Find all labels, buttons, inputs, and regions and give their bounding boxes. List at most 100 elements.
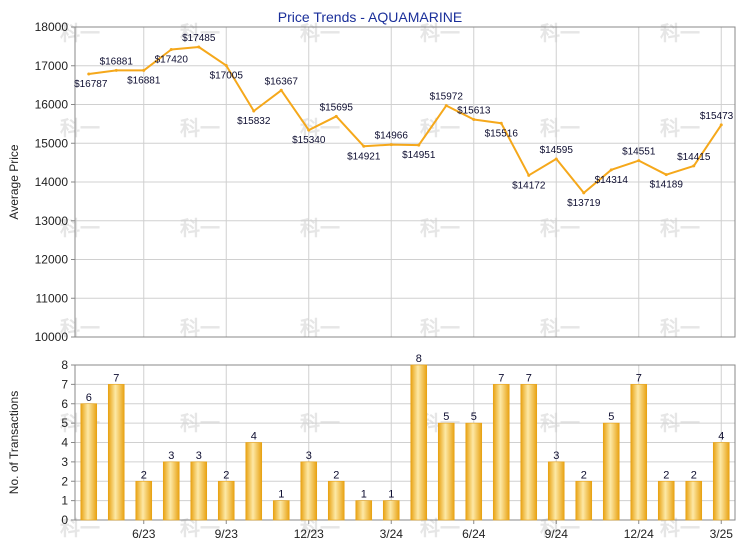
watermark-text: 科一 [180, 316, 220, 340]
price-y-tick-label: 11000 [36, 291, 69, 305]
chart-title: Price Trends - AQUAMARINE [278, 9, 462, 25]
transaction-bar-label: 7 [526, 372, 532, 384]
transaction-bar-label: 3 [196, 450, 202, 462]
transaction-bar [327, 480, 345, 521]
price-y-tick-label: 16000 [35, 98, 69, 112]
price-data-label: $14551 [622, 147, 656, 158]
price-data-label: $15695 [320, 102, 354, 113]
bar-y-tick-label: 4 [61, 436, 68, 450]
watermark-text: 科一 [540, 21, 580, 45]
price-y-tick-label: 10000 [35, 330, 69, 344]
watermark-text: 科一 [60, 316, 100, 340]
transaction-bar-label: 5 [471, 411, 477, 423]
watermark-text: 科一 [300, 316, 340, 340]
transaction-bar-label: 1 [278, 489, 284, 501]
transaction-bar [300, 461, 318, 521]
watermark-text: 科一 [420, 216, 460, 240]
watermark-text: 科一 [420, 116, 460, 140]
bar-y-tick-label: 3 [61, 455, 68, 469]
price-point [252, 109, 256, 113]
watermark-text: 科一 [60, 116, 100, 140]
price-panel: 10000 11000 12000 13000 14000 15000 16000 17000… [7, 20, 736, 344]
price-point [664, 173, 668, 177]
watermark-text: 科一 [660, 21, 700, 45]
price-plot-frame [74, 26, 736, 338]
price-data-label: $14415 [677, 152, 711, 163]
bar-plot-frame [74, 364, 736, 521]
price-point [362, 144, 366, 148]
transaction-bar [107, 384, 125, 521]
price-point [444, 104, 448, 108]
transaction-bar-label: 2 [663, 469, 669, 481]
price-data-label: $14172 [512, 180, 546, 191]
price-point [499, 121, 503, 125]
price-point [582, 191, 586, 195]
bar-y-axis-label: No. of Transactions [7, 391, 21, 494]
price-point [692, 164, 696, 168]
price-data-label: $15516 [485, 128, 519, 139]
price-point [719, 123, 723, 127]
price-point [334, 114, 338, 118]
price-data-label: $14966 [375, 131, 409, 142]
transaction-bar [80, 403, 98, 521]
transaction-bar [410, 364, 428, 521]
transaction-bar-label: 2 [581, 469, 587, 481]
transaction-bar-label: 7 [636, 372, 642, 384]
watermark-text: 科一 [180, 21, 220, 45]
transaction-bar [217, 480, 235, 521]
transaction-bar-label: 5 [443, 411, 449, 423]
price-data-label: $15473 [700, 111, 734, 122]
transaction-bar [382, 500, 400, 521]
bar-y-tick-label: 0 [61, 513, 68, 527]
price-data-label: $17420 [155, 54, 189, 65]
bar-y-tick-label: 2 [61, 474, 68, 488]
price-point [197, 45, 201, 49]
x-tick-label: 9/23 [215, 527, 239, 541]
price-point [114, 68, 118, 72]
watermark-text: 科一 [60, 216, 100, 240]
watermark-text: 科一 [300, 216, 340, 240]
watermark-text: 科一 [300, 21, 340, 45]
watermark-text: 科一 [540, 216, 580, 240]
price-data-label: $15613 [457, 105, 491, 116]
price-data-label: $17485 [182, 33, 216, 44]
transactions-panel: 0 1 2 3 4 5 6 7 8 6/23 9/23 12/23 3/24 6/24 9/24 12/24 3… [7, 353, 736, 541]
transaction-bar [245, 442, 263, 521]
watermark-text: 科一 [420, 21, 460, 45]
x-tick-label: 3/25 [710, 527, 734, 541]
price-point [389, 143, 393, 147]
transaction-bar-label: 4 [718, 431, 724, 443]
transaction-bar-label: 2 [223, 469, 229, 481]
transaction-bar-label: 2 [141, 469, 147, 481]
transaction-bar-label: 7 [498, 372, 504, 384]
price-y-tick-label: 13000 [35, 214, 69, 228]
transaction-bar [712, 442, 730, 521]
transaction-bar [437, 422, 455, 521]
price-data-label: $14951 [402, 150, 436, 161]
transaction-bar [135, 480, 153, 521]
transaction-bar [162, 461, 180, 521]
price-series-line [88, 46, 723, 194]
price-data-label: $15832 [237, 116, 271, 127]
transaction-bar-label: 2 [333, 469, 339, 481]
price-data-label: $16787 [74, 79, 108, 90]
transaction-bar-label: 8 [416, 353, 422, 365]
price-data-label: $17005 [210, 71, 244, 82]
transaction-bar [520, 384, 538, 521]
price-data-label: $14595 [540, 145, 574, 156]
price-y-tick-label: 14000 [35, 175, 69, 189]
price-data-label: $14314 [595, 175, 629, 186]
transaction-bar-label: 3 [553, 450, 559, 462]
price-point [224, 64, 228, 68]
price-point [87, 72, 91, 76]
transaction-bar [602, 422, 620, 521]
transaction-bar-label: 1 [388, 489, 394, 501]
transaction-bar-label: 5 [608, 411, 614, 423]
x-tick-label: 3/24 [380, 527, 404, 541]
transaction-bar [465, 422, 483, 521]
price-point [142, 68, 146, 72]
x-tick-label: 12/23 [294, 527, 324, 541]
bar-y-tick-label: 5 [61, 416, 68, 430]
